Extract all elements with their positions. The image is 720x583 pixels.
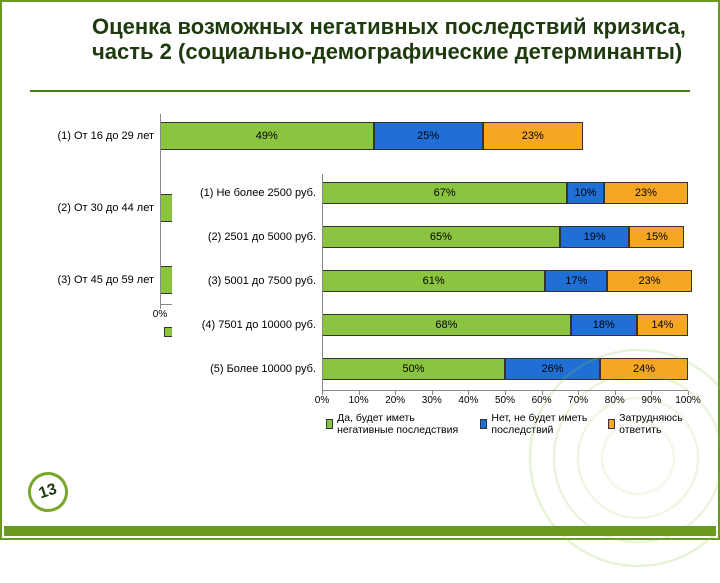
legend-item: Да, будет иметь негативные последствия	[326, 412, 466, 436]
title-rule	[30, 90, 690, 92]
bar-segment: 19%	[560, 226, 630, 248]
bar-segment: 49%	[160, 122, 374, 150]
bar-wrap: 49%25%23%	[160, 118, 600, 154]
x-tick-label: 20%	[385, 395, 405, 406]
footer-bar	[4, 526, 716, 536]
bar-segment: 17%	[545, 270, 607, 292]
category-label: (1) От 16 до 29 лет	[40, 130, 160, 142]
x-tick-label: 50%	[495, 395, 515, 406]
legend-swatch	[480, 419, 487, 429]
decorative-swirl	[518, 338, 720, 578]
legend-label: Да, будет иметь негативные последствия	[337, 412, 466, 436]
slide-number: 13	[37, 481, 59, 504]
bar-segment: 18%	[571, 314, 637, 336]
chart-row: (1) От 16 до 29 лет49%25%23%	[40, 118, 600, 154]
chart-row: (3) 5001 до 7500 руб.61%17%23%	[172, 266, 692, 296]
category-label: (3) От 45 до 59 лет	[40, 274, 160, 286]
x-tick-label: 0%	[153, 309, 167, 320]
bar-segment: 61%	[322, 270, 545, 292]
bar-segment: 15%	[629, 226, 684, 248]
slide-title: Оценка возможных негативных последствий …	[92, 14, 688, 65]
x-tick-label: 30%	[422, 395, 442, 406]
category-label: (4) 7501 до 10000 руб.	[172, 319, 322, 331]
category-label: (2) 2501 до 5000 руб.	[172, 231, 322, 243]
slide: Оценка возможных негативных последствий …	[0, 0, 720, 540]
category-label: (3) 5001 до 7500 руб.	[172, 275, 322, 287]
x-tick-label: 0%	[315, 395, 329, 406]
bar-segment: 50%	[322, 358, 505, 380]
category-label: (2) От 30 до 44 лет	[40, 202, 160, 214]
bar-segment: 23%	[607, 270, 691, 292]
bar-wrap: 68%18%14%	[322, 310, 692, 340]
bar-segment: 68%	[322, 314, 571, 336]
bar-wrap: 67%10%23%	[322, 178, 692, 208]
bar-segment: 23%	[483, 122, 583, 150]
x-tick-label: 10%	[349, 395, 369, 406]
bar-segment: 25%	[374, 122, 483, 150]
y-axis-line	[160, 114, 161, 304]
category-label: (5) Более 10000 руб.	[172, 363, 322, 375]
legend-swatch	[326, 419, 333, 429]
bar-segment: 14%	[637, 314, 688, 336]
bar-segment: 23%	[604, 182, 688, 204]
bar-wrap: 61%17%23%	[322, 266, 692, 296]
chart-row: (2) 2501 до 5000 руб.65%19%15%	[172, 222, 692, 252]
bar-segment: 67%	[322, 182, 567, 204]
slide-number-badge: 13	[23, 467, 73, 517]
y-axis-line	[322, 174, 323, 390]
chart-row: (4) 7501 до 10000 руб.68%18%14%	[172, 310, 692, 340]
bar-segment: 65%	[322, 226, 560, 248]
category-label: (1) Не более 2500 руб.	[172, 187, 322, 199]
x-tick-label: 40%	[458, 395, 478, 406]
bar-segment: 10%	[567, 182, 604, 204]
bar-wrap: 65%19%15%	[322, 222, 692, 252]
chart-row: (1) Не более 2500 руб.67%10%23%	[172, 178, 692, 208]
